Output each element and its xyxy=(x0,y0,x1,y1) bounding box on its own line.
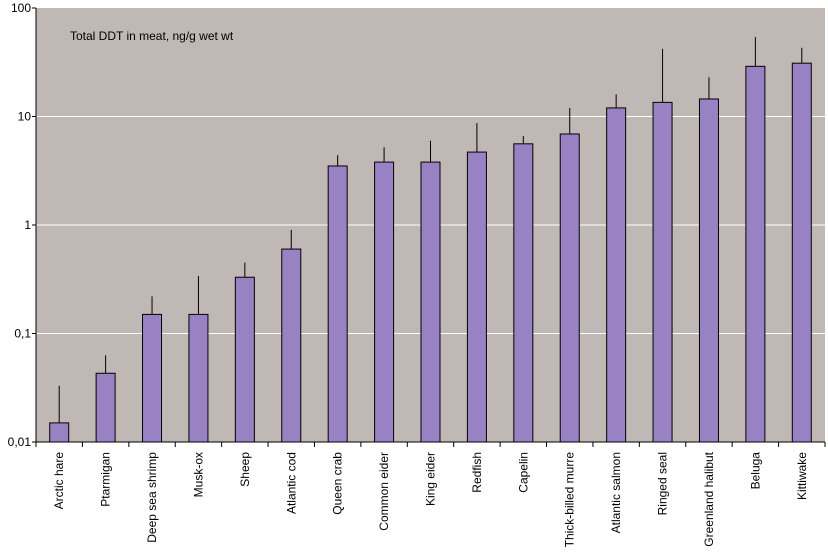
y-tick-label: 100 xyxy=(11,1,31,15)
category-label: Atlantic salmon xyxy=(609,452,623,533)
bar-queen-crab xyxy=(327,165,348,443)
bar-king-eider xyxy=(420,161,441,443)
bar-ringed-seal xyxy=(652,101,673,443)
bar-common-eider xyxy=(374,161,395,443)
x-ticks xyxy=(35,442,826,447)
category-label: Capelin xyxy=(516,452,530,493)
category-label: King eider xyxy=(424,452,438,506)
y-ticks xyxy=(32,7,36,443)
category-label: Queen crab xyxy=(331,452,345,515)
bar-sheep xyxy=(234,276,255,443)
bar-thick-billed-murre xyxy=(559,133,580,443)
category-label: Ptarmigan xyxy=(99,452,113,507)
bar-atlantic-cod xyxy=(281,248,302,443)
error-bars xyxy=(58,37,803,423)
y-tick-labels: 0,01 0,1 1 10 100 xyxy=(8,1,32,449)
bar-deep-sea-shrimp xyxy=(142,313,163,443)
category-label: Kittiwake xyxy=(795,452,809,500)
bar-redfish xyxy=(466,151,487,443)
category-label: Atlantic cod xyxy=(284,452,298,514)
category-label: Ringed seal xyxy=(656,452,670,515)
chart-title: Total DDT in meat, ng/g wet wt xyxy=(70,29,234,43)
category-label: Sheep xyxy=(238,452,252,487)
bar-capelin xyxy=(513,143,534,443)
y-tick-label: 0,01 xyxy=(8,435,32,449)
bar-atlantic-salmon xyxy=(606,107,627,443)
y-tick-label: 10 xyxy=(18,110,32,124)
category-label: Beluga xyxy=(748,452,762,490)
bar-greenland-halibut xyxy=(698,98,719,443)
category-label: Redfish xyxy=(470,452,484,493)
bar-ptarmigan xyxy=(95,372,116,443)
category-label: Common eider xyxy=(377,452,391,531)
bar-beluga xyxy=(745,65,766,443)
bar-musk-ox xyxy=(188,313,209,443)
bar-arctic-hare xyxy=(49,422,70,443)
category-label: Arctic hare xyxy=(52,452,66,510)
y-tick-label: 1 xyxy=(24,218,31,232)
bar-kittiwake xyxy=(791,62,812,443)
category-label: Greenland halibut xyxy=(702,451,716,546)
category-label: Deep sea shrimp xyxy=(145,452,159,543)
x-category-labels: Arctic hare Ptarmigan Deep sea shrimp Musk-… xyxy=(52,451,809,547)
category-label: Thick-billed murre xyxy=(563,452,577,548)
bars xyxy=(49,62,812,443)
category-label: Musk-ox xyxy=(191,452,205,497)
y-tick-label: 0,1 xyxy=(14,327,31,341)
